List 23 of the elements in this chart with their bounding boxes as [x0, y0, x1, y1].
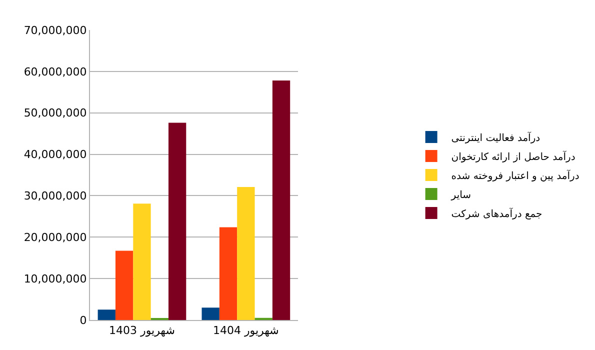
y-tick-label: 10,000,000	[24, 272, 87, 286]
x-tick-label: شهریور 1404	[212, 324, 279, 338]
y-tick-label: 0	[80, 314, 87, 327]
legend-label: درآمد حاصل از ارائه کارتخوان	[451, 150, 576, 163]
legend-label: درآمد پین و اعتبار فروخته شده	[451, 168, 580, 182]
bar	[115, 250, 134, 320]
bar	[133, 204, 151, 320]
legend-label: درآمد فعالیت اینترنتی	[451, 130, 540, 144]
y-tick-label: 40,000,000	[24, 148, 87, 162]
y-tick-label: 70,000,000	[24, 24, 87, 37]
y-tick-label: 60,000,000	[24, 65, 87, 78]
legend-label: سایر	[450, 190, 472, 201]
bar	[168, 122, 186, 320]
y-tick-label: 30,000,000	[24, 190, 87, 203]
bar	[202, 308, 220, 320]
x-tick-label: شهریور 1403	[109, 324, 175, 338]
bar	[219, 227, 238, 320]
bar	[237, 187, 255, 320]
bar	[98, 310, 116, 320]
y-tick-label: 20,000,000	[24, 230, 87, 244]
legend-label: جمع درآمدهای شرکت	[451, 206, 542, 220]
bar	[272, 80, 290, 320]
y-tick-label: 50,000,000	[24, 106, 87, 120]
